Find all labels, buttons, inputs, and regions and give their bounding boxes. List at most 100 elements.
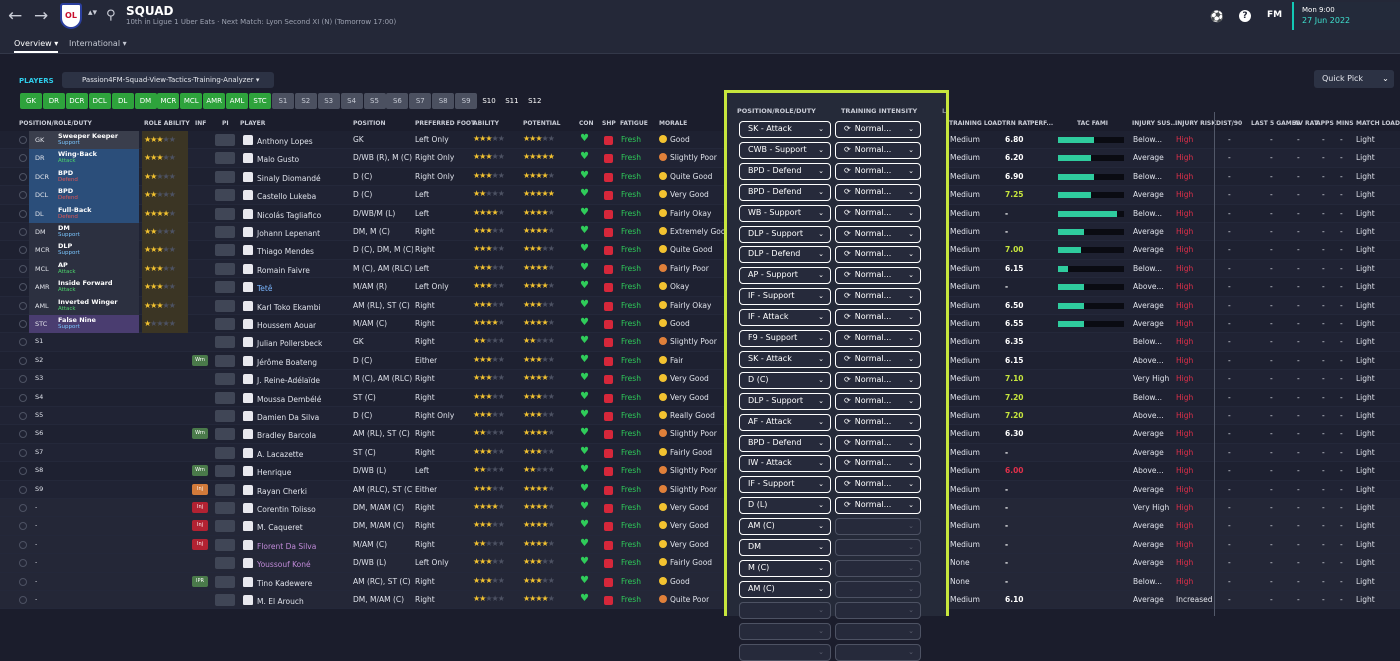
position-filter-s11[interactable]: S11 — [505, 97, 519, 105]
player-name[interactable]: Damien Da Silva — [243, 411, 319, 422]
position-role-duty-dropdown[interactable]: ⌄ — [739, 601, 831, 619]
col-role-ability[interactable]: ROLE ABILITY — [144, 120, 190, 127]
table-row[interactable]: S4 Moussa Dembélé ST (C) Right ★★★★★ ★★★★★ ♥ Fr… — [0, 388, 1400, 407]
position-filter-dl[interactable]: DL — [111, 93, 134, 109]
position-slot[interactable]: DM DM Support — [29, 223, 139, 242]
table-row[interactable]: - M. El Arouch DM, M/AM (C) Right ★★★★★ ★★★★★… — [0, 591, 1400, 610]
tab-overview[interactable]: Overview ▾ — [14, 39, 59, 53]
col-av-rat[interactable]: AV RAT — [1294, 120, 1318, 127]
position-filter-gk[interactable]: GK — [20, 93, 42, 109]
row-select-icon[interactable] — [19, 154, 27, 163]
training-intensity-dropdown[interactable]: ⟳ Normal... ⌄ — [835, 288, 921, 306]
table-row[interactable]: - IPR Tino Kadewere AM (RC), ST (C) Right ★★★… — [0, 572, 1400, 591]
player-instructions-button[interactable] — [215, 152, 235, 165]
position-filter-s8[interactable]: S8 — [432, 93, 455, 109]
table-row[interactable]: STC False Nine Support ★★★★★ Houssem Aouar M/… — [0, 315, 1400, 334]
row-select-icon[interactable] — [19, 191, 27, 200]
position-filter-aml[interactable]: AML — [226, 93, 249, 109]
position-filter-s7[interactable]: S7 — [409, 93, 432, 109]
col-shp[interactable]: SHP — [602, 120, 616, 127]
player-name[interactable]: Jérôme Boateng — [243, 355, 317, 367]
row-select-icon[interactable] — [19, 283, 27, 292]
player-instructions-button[interactable] — [215, 410, 235, 422]
row-select-icon[interactable] — [19, 485, 27, 494]
player-instructions-button[interactable] — [215, 226, 235, 238]
position-filter-mcl[interactable]: MCL — [180, 93, 203, 109]
status-badge[interactable]: Inj — [192, 538, 208, 550]
player-instructions-button[interactable] — [215, 502, 235, 514]
player-instructions-button[interactable] — [215, 318, 235, 330]
position-role-duty-dropdown[interactable]: WB - Support ⌄ — [739, 204, 831, 222]
table-row[interactable]: - Inj Florent Da Silva M/AM (C) Right ★★★★★ ★★… — [0, 535, 1400, 555]
position-slot[interactable]: DR Wing-Back Attack — [29, 149, 139, 168]
training-intensity-dropdown[interactable]: ⌄ — [835, 518, 921, 536]
position-role-duty-dropdown[interactable]: DLP - Support ⌄ — [739, 392, 831, 410]
col-pi[interactable]: PI — [222, 120, 229, 127]
position-role-duty-dropdown[interactable]: M (C) ⌄ — [739, 559, 831, 577]
row-select-icon[interactable] — [19, 301, 27, 310]
col-trn-rat[interactable]: TRN RAT — [1002, 120, 1031, 127]
col-apps[interactable]: APPS — [1316, 120, 1334, 127]
table-row[interactable]: S2 Wrn Jérôme Boateng D (C) Either ★★★★★ ★★★★★… — [0, 351, 1400, 371]
player-name[interactable]: Rayan Cherki — [243, 484, 307, 496]
table-row[interactable]: S3 J. Reine-Adélaïde M (C), AM (RLC) Right ★… — [0, 370, 1400, 389]
training-intensity-dropdown[interactable]: ⟳ Normal... ⌄ — [835, 371, 921, 389]
table-row[interactable]: S6 Wrn Bradley Barcola AM (RL), ST (C) Right… — [0, 425, 1400, 444]
player-name[interactable]: Thiago Mendes — [243, 245, 314, 256]
col-injury-sus[interactable]: INJURY SUS... — [1132, 120, 1178, 127]
date-display[interactable]: Mon 9:00 27 Jun 2022 — [1292, 2, 1400, 30]
row-select-icon[interactable] — [19, 430, 27, 439]
row-select-icon[interactable] — [19, 228, 27, 236]
position-role-duty-dropdown[interactable]: IF - Support ⌄ — [739, 476, 831, 494]
row-select-icon[interactable] — [19, 264, 27, 273]
player-instructions-button[interactable] — [215, 189, 235, 202]
col-injury-risk[interactable]: INJURY RISK — [1175, 120, 1216, 127]
col-perf[interactable]: PERF... — [1030, 120, 1054, 127]
table-row[interactable]: AMR Inside Forward Attack ★★★★★ Tetê M/AM (R)… — [0, 278, 1400, 297]
search-icon[interactable]: ⚲ — [106, 8, 116, 23]
player-instructions-button[interactable] — [215, 134, 235, 146]
row-select-icon[interactable] — [19, 356, 27, 365]
position-role-duty-dropdown[interactable]: IF - Support ⌄ — [739, 288, 831, 306]
row-select-icon[interactable] — [19, 375, 27, 384]
training-intensity-dropdown[interactable]: ⟳ Normal... ⌄ — [835, 455, 921, 473]
row-select-icon[interactable] — [19, 559, 27, 568]
col-training-load[interactable]: TRAINING LOAD — [949, 120, 1003, 127]
position-role-duty-dropdown[interactable]: DLP - Support ⌄ — [739, 225, 831, 243]
player-instructions-button[interactable] — [215, 391, 235, 404]
status-badge[interactable]: Wrn — [192, 354, 208, 366]
table-row[interactable]: DR Wing-Back Attack ★★★★★ Malo Gusto D/WB (R)… — [0, 149, 1400, 168]
position-filter-dcl[interactable]: DCL — [88, 93, 111, 109]
col-fatigue[interactable]: FATIGUE — [620, 120, 648, 127]
player-name[interactable]: Youssouf Koné — [243, 558, 311, 569]
player-name[interactable]: Henrique — [243, 466, 291, 477]
training-intensity-dropdown[interactable]: ⌄ — [835, 622, 921, 640]
position-slot[interactable]: GK Sweeper Keeper Support — [29, 131, 139, 150]
player-name[interactable]: Karl Toko Ekambi — [243, 300, 321, 312]
position-role-duty-dropdown[interactable]: DM ⌄ — [739, 539, 831, 556]
training-intensity-dropdown[interactable]: ⌄ — [835, 539, 921, 556]
position-slot[interactable]: AML Inverted Winger Attack — [29, 296, 139, 315]
col-ability[interactable]: ABILITY — [473, 120, 499, 127]
position-filter-s12[interactable]: S12 — [528, 97, 542, 105]
table-row[interactable]: DM DM Support ★★★★★ Johann Lepenant DM, M (C)… — [0, 223, 1400, 242]
forward-icon[interactable]: → — [34, 6, 49, 26]
training-intensity-dropdown[interactable]: ⟳ Normal... ⌄ — [835, 392, 921, 410]
tab-international[interactable]: International ▾ — [69, 39, 127, 48]
row-select-icon[interactable] — [19, 467, 27, 476]
position-filter-mcr[interactable]: MCR — [157, 93, 180, 109]
col-preferred-foot[interactable]: PREFERRED FOOT — [415, 120, 476, 127]
table-row[interactable]: DCR BPD Defend ★★★★★ Sinaly Diomandé D (C) Rig… — [0, 167, 1400, 187]
training-intensity-dropdown[interactable]: ⟳ Normal... ⌄ — [835, 413, 921, 431]
player-name[interactable]: Tino Kadewere — [243, 576, 312, 588]
player-name[interactable]: Corentin Tolisso — [243, 503, 316, 514]
player-instructions-button[interactable] — [215, 244, 235, 257]
training-intensity-dropdown[interactable]: ⟳ Normal... ⌄ — [835, 225, 921, 243]
fm-logo[interactable]: FM — [1267, 10, 1283, 20]
position-role-duty-dropdown[interactable]: AM (C) ⌄ — [739, 518, 831, 536]
table-row[interactable]: MCL AP Attack ★★★★★ Romain Faivre M (C), AM (… — [0, 259, 1400, 279]
status-badge[interactable]: Inj — [192, 520, 208, 532]
col-con[interactable]: CON — [579, 120, 594, 127]
player-instructions-button[interactable] — [215, 594, 235, 606]
status-badge[interactable]: Inj — [192, 483, 208, 495]
